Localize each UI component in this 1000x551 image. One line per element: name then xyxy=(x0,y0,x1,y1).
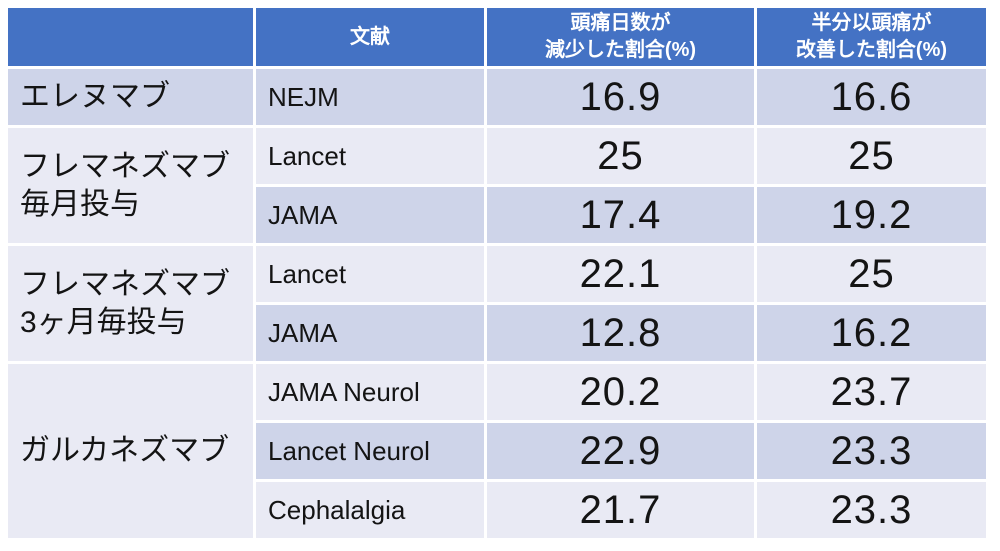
drug-comparison-table: 文献 頭痛日数が 減少した割合(%) 半分以頭痛が 改善した割合(%) エレヌマ… xyxy=(5,5,989,541)
improvement-value: 23.3 xyxy=(757,423,986,479)
table-row: エレヌマブ NEJM 16.9 16.6 xyxy=(8,69,986,125)
reduction-value: 25 xyxy=(487,128,754,184)
header-reduction-line1: 頭痛日数が xyxy=(570,12,671,34)
drug-cell-fremanezumab-quarterly: フレマネズマブ 3ヶ月毎投与 xyxy=(8,246,253,361)
drug-cell-galcanezumab: ガルカネズマブ xyxy=(8,364,253,538)
header-drug xyxy=(8,8,253,66)
reduction-value: 20.2 xyxy=(487,364,754,420)
table-row: Lancet Neurol 22.9 23.3 xyxy=(8,423,986,479)
reduction-value: 12.8 xyxy=(487,305,754,361)
source-cell: Lancet xyxy=(256,128,484,184)
reduction-value: 22.1 xyxy=(487,246,754,302)
table-row: JAMA 17.4 19.2 xyxy=(8,187,986,243)
header-reduction-line2: 減少した割合(%) xyxy=(544,39,697,61)
source-cell: JAMA Neurol xyxy=(256,364,484,420)
table-row: ガルカネズマブ JAMA Neurol 20.2 23.7 xyxy=(8,364,986,538)
header-improvement-line2: 改善した割合(%) xyxy=(795,39,948,61)
table-row: フレマネズマブ 毎月投与 Lancet 25 25 xyxy=(8,128,986,243)
improvement-value: 23.7 xyxy=(757,364,986,420)
reduction-value: 22.9 xyxy=(487,423,754,479)
improvement-value: 25 xyxy=(757,246,986,302)
reduction-value: 17.4 xyxy=(487,187,754,243)
reduction-value: 16.9 xyxy=(487,69,754,125)
header-improvement-line1: 半分以頭痛が xyxy=(811,12,932,34)
improvement-value: 16.6 xyxy=(757,69,986,125)
improvement-value: 25 xyxy=(757,128,986,184)
header-improvement: 半分以頭痛が 改善した割合(%) xyxy=(757,8,986,66)
source-cell: JAMA xyxy=(256,187,484,243)
table-row: JAMA 12.8 16.2 xyxy=(8,305,986,361)
source-cell: NEJM xyxy=(256,69,484,125)
improvement-value: 16.2 xyxy=(757,305,986,361)
improvement-value: 19.2 xyxy=(757,187,986,243)
header-reduction: 頭痛日数が 減少した割合(%) xyxy=(487,8,754,66)
drug-name-line1: フレマネズマブ xyxy=(20,268,230,301)
drug-cell-fremanezumab-monthly: フレマネズマブ 毎月投与 xyxy=(8,128,253,243)
table-row: フレマネズマブ 3ヶ月毎投与 Lancet 22.1 25 xyxy=(8,246,986,361)
header-source: 文献 xyxy=(256,8,484,66)
header-row: 文献 頭痛日数が 減少した割合(%) 半分以頭痛が 改善した割合(%) xyxy=(8,8,986,66)
source-cell: Lancet Neurol xyxy=(256,423,484,479)
drug-name-line2: 毎月投与 xyxy=(20,187,140,221)
drug-name-line2: 3ヶ月毎投与 xyxy=(20,305,187,339)
source-cell: JAMA xyxy=(256,305,484,361)
drug-cell-erenumab: エレヌマブ xyxy=(8,69,253,125)
source-cell: Cephalalgia xyxy=(256,482,484,538)
table-row: Cephalalgia 21.7 23.3 xyxy=(8,482,986,538)
reduction-value: 21.7 xyxy=(487,482,754,538)
source-cell: Lancet xyxy=(256,246,484,302)
improvement-value: 23.3 xyxy=(757,482,986,538)
drug-name-line1: フレマネズマブ xyxy=(20,150,230,183)
